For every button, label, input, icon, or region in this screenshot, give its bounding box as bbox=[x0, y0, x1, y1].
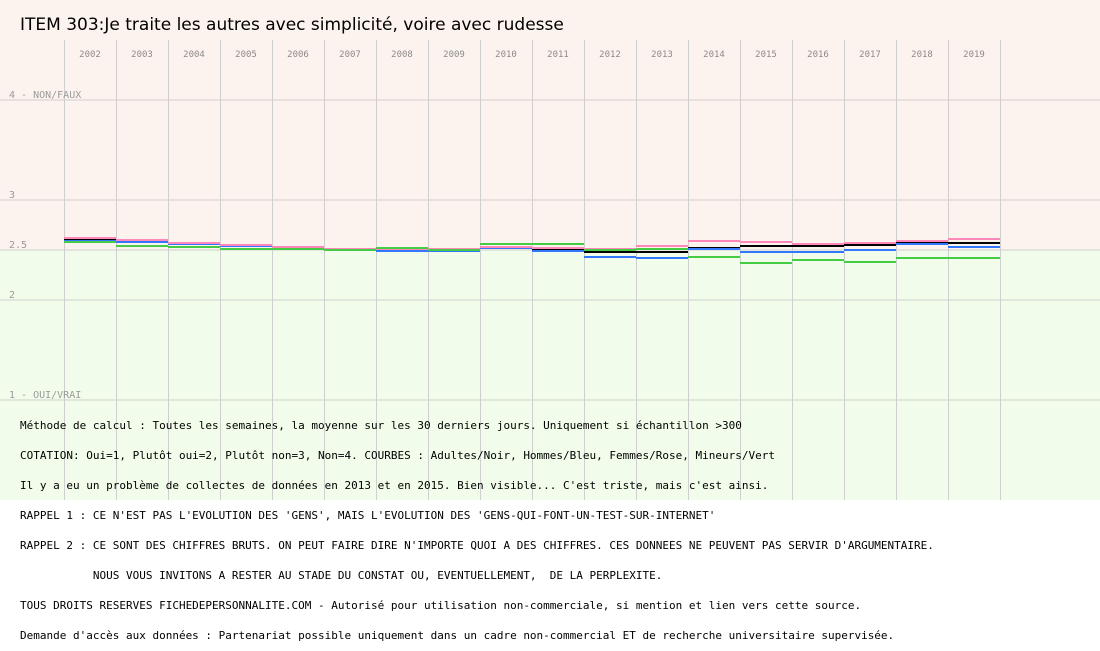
x-tick-label: 2010 bbox=[495, 50, 517, 60]
y-tick-label: 2.5 bbox=[9, 240, 27, 251]
y-tick-label: 2 bbox=[9, 290, 15, 301]
x-tick-label: 2008 bbox=[391, 50, 413, 60]
x-tick-label: 2009 bbox=[443, 50, 465, 60]
x-tick-label: 2018 bbox=[911, 50, 933, 60]
note-line: Il y a eu un problème de collectes de do… bbox=[20, 479, 769, 492]
background-upper bbox=[0, 0, 1100, 250]
x-tick-label: 2013 bbox=[651, 50, 673, 60]
chart-background bbox=[0, 0, 1100, 500]
x-tick-label: 2006 bbox=[287, 50, 309, 60]
chart-grid bbox=[0, 40, 1100, 500]
x-tick-label: 2005 bbox=[235, 50, 257, 60]
y-tick-label: 1 - OUI/VRAI bbox=[9, 390, 81, 401]
chart-series bbox=[64, 237, 1000, 264]
y-axis-labels: 4 - NON/FAUX 3 2.5 2 1 - OUI/VRAI bbox=[9, 90, 81, 401]
x-tick-label: 2007 bbox=[339, 50, 361, 60]
note-line: RAPPEL 2 : CE SONT DES CHIFFRES BRUTS. O… bbox=[20, 539, 934, 552]
x-tick-label: 2015 bbox=[755, 50, 777, 60]
series-mineurs bbox=[64, 241, 1000, 264]
note-line: COTATION: Oui=1, Plutôt oui=2, Plutôt no… bbox=[20, 449, 775, 462]
chart-title: ITEM 303:Je traite les autres avec simpl… bbox=[20, 15, 564, 35]
x-tick-label: 2016 bbox=[807, 50, 829, 60]
x-tick-label: 2019 bbox=[963, 50, 985, 60]
background-lower bbox=[0, 250, 1100, 500]
x-tick-label: 2004 bbox=[183, 50, 205, 60]
note-line: Méthode de calcul : Toutes les semaines,… bbox=[20, 419, 742, 432]
note-line: Demande d'accès aux données : Partenaria… bbox=[20, 629, 895, 642]
y-tick-label: 4 - NON/FAUX bbox=[9, 90, 81, 101]
x-tick-label: 2017 bbox=[859, 50, 881, 60]
x-tick-label: 2014 bbox=[703, 50, 725, 60]
x-axis-labels: 2002 2003 2004 2005 2006 2007 2008 2009 2010 2011… bbox=[79, 50, 985, 60]
x-tick-label: 2012 bbox=[599, 50, 621, 60]
chart-canvas: 2002 2003 2004 2005 2006 2007 2008 2009 2010 2011… bbox=[0, 0, 1100, 500]
x-tick-label: 2002 bbox=[79, 50, 101, 60]
note-line: TOUS DROITS RESERVES FICHEDEPERSONNALITE… bbox=[20, 599, 862, 612]
x-tick-label: 2011 bbox=[547, 50, 569, 60]
note-line: RAPPEL 1 : CE N'EST PAS L'EVOLUTION DES … bbox=[20, 509, 716, 522]
chart-notes: Méthode de calcul : Toutes les semaines,… bbox=[20, 401, 1095, 651]
note-line: NOUS VOUS INVITONS A RESTER AU STADE DU … bbox=[20, 569, 663, 582]
y-tick-label: 3 bbox=[9, 190, 15, 201]
x-tick-label: 2003 bbox=[131, 50, 153, 60]
